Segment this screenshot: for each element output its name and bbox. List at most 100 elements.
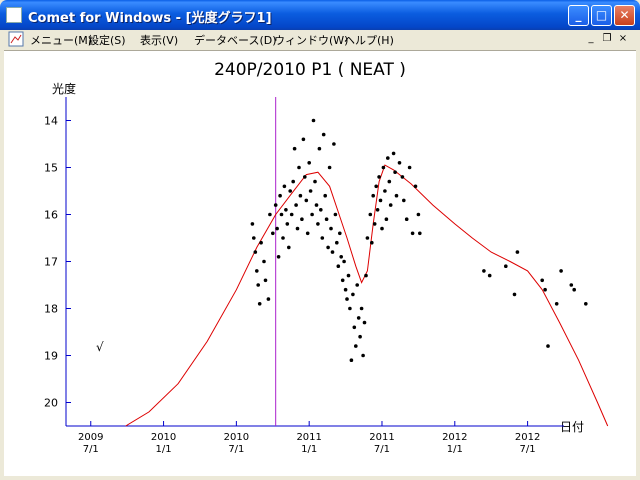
observation-point xyxy=(250,222,255,226)
light-curve-chart: 240P/2010 P1 ( NEAT ) 光度 日付 √ 14 15 16 17 18… xyxy=(44,60,609,455)
menu-item-window[interactable]: ウィンドウ(W) xyxy=(274,34,349,47)
observation-point xyxy=(271,231,275,236)
observation-point xyxy=(381,165,386,170)
x-tick-date: 7/1 xyxy=(520,444,536,455)
mdi-close-button[interactable]: × xyxy=(618,33,628,44)
observation-point xyxy=(554,302,559,306)
menu-item-menu[interactable]: メニュー(M) xyxy=(30,34,93,47)
observation-point xyxy=(253,250,258,254)
x-axis-label: 日付 xyxy=(560,420,584,434)
minimize-button[interactable]: _ xyxy=(568,5,589,26)
observation-point xyxy=(305,231,310,236)
x-tick-date: 7/1 xyxy=(83,444,99,455)
observation-point xyxy=(324,217,329,221)
x-tick-date: 7/1 xyxy=(228,444,244,455)
observation-point xyxy=(512,292,517,297)
observation-point xyxy=(317,146,322,151)
title-bar[interactable]: Comet for Windows - [光度グラフ1] _ □ ✕ xyxy=(0,0,640,30)
observation-point xyxy=(402,198,406,203)
observation-point xyxy=(327,165,332,170)
x-tick-date: 1/1 xyxy=(301,444,317,455)
menu-item-database[interactable]: データベース(D) xyxy=(194,34,277,47)
stray-mark: √ xyxy=(96,340,104,354)
observation-point xyxy=(313,179,317,184)
x-tick-year: 2012 xyxy=(442,432,467,443)
observation-point xyxy=(266,297,271,301)
mdi-minimize-button[interactable]: _ xyxy=(588,33,594,44)
observation-point xyxy=(319,208,323,212)
child-window-icon[interactable] xyxy=(8,31,24,47)
observation-point xyxy=(543,287,547,292)
mdi-restore-button[interactable]: ❐ xyxy=(602,33,612,44)
observation-point xyxy=(504,264,508,268)
observation-point xyxy=(333,212,338,217)
app-icon[interactable] xyxy=(6,7,22,23)
observation-point xyxy=(487,273,492,278)
observation-point xyxy=(349,358,354,363)
chart-title: 240P/2010 P1 ( NEAT ) xyxy=(214,60,406,80)
menu-item-view[interactable]: 表示(V) xyxy=(140,34,179,47)
observation-point xyxy=(375,208,380,212)
observation-point xyxy=(404,217,409,221)
x-tick-year: 2012 xyxy=(515,432,540,443)
fit-curve-path xyxy=(125,164,609,427)
observation-point xyxy=(279,212,284,217)
observation-point xyxy=(288,189,293,193)
observation-point xyxy=(257,302,262,306)
observation-points xyxy=(250,118,588,363)
observation-point xyxy=(297,165,301,170)
observation-point xyxy=(268,212,272,217)
observation-point xyxy=(273,203,278,207)
observation-point xyxy=(365,236,370,240)
observation-point xyxy=(584,302,588,306)
y-tick-label: 19 xyxy=(44,350,58,363)
observation-point xyxy=(298,193,303,198)
observation-point xyxy=(370,240,374,245)
observation-point xyxy=(285,222,290,226)
observation-point xyxy=(345,297,349,301)
observation-point xyxy=(386,156,390,160)
observation-point xyxy=(314,203,319,207)
observation-point xyxy=(410,231,415,236)
observation-point xyxy=(368,212,373,217)
y-tick-label: 17 xyxy=(44,256,58,269)
observation-point xyxy=(364,273,368,278)
menu-item-help[interactable]: ヘルプ(H) xyxy=(344,34,394,47)
observation-point xyxy=(278,193,282,198)
observation-point xyxy=(308,189,313,193)
close-button[interactable]: ✕ xyxy=(614,5,635,26)
chart-area: 240P/2010 P1 ( NEAT ) 光度 日付 √ 14 15 16 17 18… xyxy=(4,50,636,476)
observation-point xyxy=(335,240,339,245)
y-axis-label: 光度 xyxy=(52,81,76,96)
observation-point xyxy=(263,278,268,283)
menu-item-settings[interactable]: 設定(S) xyxy=(88,34,126,47)
observation-point xyxy=(540,278,544,283)
observation-point xyxy=(515,250,520,254)
x-tick-date: 1/1 xyxy=(447,444,463,455)
observation-point xyxy=(413,184,418,189)
observation-point xyxy=(320,236,325,240)
observation-point xyxy=(559,269,563,273)
observation-point xyxy=(387,179,392,184)
observation-point xyxy=(407,165,412,170)
observation-point xyxy=(343,287,348,292)
observation-point xyxy=(416,212,421,217)
observation-point xyxy=(371,193,376,198)
observation-point xyxy=(338,231,342,236)
maximize-button[interactable]: □ xyxy=(591,5,612,26)
observation-point xyxy=(391,151,396,156)
x-tick-year: 2010 xyxy=(224,432,249,443)
observation-point xyxy=(355,283,360,287)
x-tick-year: 2011 xyxy=(296,432,321,443)
x-tick-year: 2010 xyxy=(151,432,176,443)
x-tick-date: 7/1 xyxy=(374,444,390,455)
observation-point xyxy=(252,236,256,240)
observation-point xyxy=(294,203,298,207)
y-tick-label: 15 xyxy=(44,162,58,175)
observation-point xyxy=(354,344,358,348)
observation-point xyxy=(326,245,330,250)
observation-point xyxy=(400,175,405,179)
observation-point xyxy=(255,269,259,273)
y-tick-label: 14 xyxy=(44,115,58,128)
